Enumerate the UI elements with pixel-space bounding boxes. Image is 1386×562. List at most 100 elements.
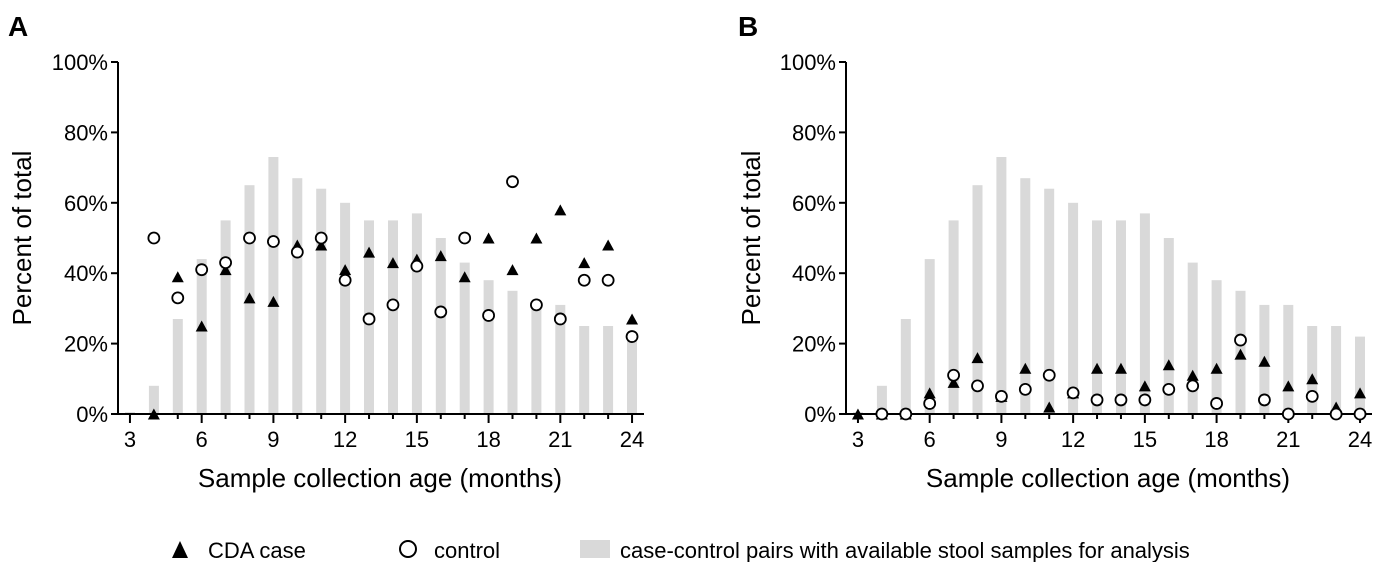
x-tick-label-a-18: 18 xyxy=(476,427,500,452)
case-marker-a-month-7 xyxy=(219,264,232,276)
control-marker-a-month-8 xyxy=(243,231,256,245)
case-marker-b-month-24 xyxy=(1354,387,1367,399)
panel-letter-a: A xyxy=(8,11,28,42)
control-marker-a-month-4 xyxy=(147,231,161,245)
x-tick-label-b-9: 9 xyxy=(995,427,1007,452)
marker-group-a xyxy=(147,175,639,420)
bar-a-month-22 xyxy=(579,326,590,414)
control-marker-a-month-5 xyxy=(171,291,185,305)
control-marker-a-month-10 xyxy=(290,245,304,259)
bar-b-month-14 xyxy=(1116,220,1126,414)
x-tick-label-b-18: 18 xyxy=(1204,427,1228,452)
panel-letter-b: B xyxy=(738,11,758,42)
control-marker-b-month-12 xyxy=(1066,386,1080,400)
y-tick-label-a-80: 80% xyxy=(64,120,108,145)
case-marker-b-month-6 xyxy=(923,387,936,399)
control-marker-a-month-24 xyxy=(625,330,639,343)
control-marker-a-month-9 xyxy=(267,235,280,248)
x-tick-label-b-24: 24 xyxy=(1348,427,1372,452)
y-tick-label-b-20: 20% xyxy=(792,332,836,357)
bar-a-month-12 xyxy=(340,202,351,414)
case-marker-b-month-14 xyxy=(1114,362,1127,374)
case-marker-b-month-8 xyxy=(971,352,984,364)
legend-triangle-icon xyxy=(172,541,188,558)
y-axis-label-b: Percent of total xyxy=(736,151,766,326)
bar-b-month-17 xyxy=(1187,262,1198,414)
x-tick-label-a-6: 6 xyxy=(196,427,208,452)
case-marker-a-month-12 xyxy=(339,264,352,276)
x-axis-label-b: Sample collection age (months) xyxy=(926,463,1290,493)
case-marker-b-month-11 xyxy=(1043,401,1056,413)
case-marker-a-month-9 xyxy=(267,295,280,307)
bar-a-month-19 xyxy=(507,290,518,414)
case-marker-b-month-21 xyxy=(1282,380,1295,392)
bar-b-month-8 xyxy=(972,185,983,414)
bar-a-month-21 xyxy=(555,304,566,414)
case-marker-a-month-21 xyxy=(554,204,567,216)
control-marker-b-month-19 xyxy=(1234,333,1247,347)
bar-a-month-16 xyxy=(435,238,446,414)
control-marker-a-month-12 xyxy=(338,273,352,287)
bar-a-month-17 xyxy=(459,262,470,414)
control-marker-a-month-16 xyxy=(434,305,448,319)
y-tick-label-a-100: 100% xyxy=(52,50,108,75)
case-marker-b-month-16 xyxy=(1162,359,1175,371)
x-tick-label-b-6: 6 xyxy=(924,427,936,452)
control-marker-b-month-7 xyxy=(947,368,960,382)
x-tick-label-a-21: 21 xyxy=(548,427,572,452)
control-marker-b-month-9 xyxy=(995,389,1008,403)
case-marker-a-month-11 xyxy=(315,239,328,251)
case-marker-a-month-16 xyxy=(434,250,447,262)
bar-b-month-6 xyxy=(924,259,935,414)
case-marker-a-month-24 xyxy=(626,313,639,325)
control-marker-b-month-6 xyxy=(923,397,937,410)
bar-b-month-13 xyxy=(1092,220,1102,414)
bar-a-month-24 xyxy=(627,336,637,414)
bar-b-month-22 xyxy=(1307,326,1318,414)
control-marker-a-month-23 xyxy=(601,273,615,287)
bar-b-month-24 xyxy=(1355,336,1365,414)
bar-b-month-12 xyxy=(1068,202,1079,414)
case-marker-a-month-13 xyxy=(363,246,376,258)
bar-a-month-15 xyxy=(411,213,422,414)
control-marker-b-month-14 xyxy=(1114,393,1128,407)
case-marker-a-month-6 xyxy=(195,320,208,332)
control-marker-b-month-21 xyxy=(1281,407,1295,421)
bar-group-b xyxy=(853,157,1365,414)
bar-b-month-5 xyxy=(900,319,911,414)
control-marker-a-month-6 xyxy=(195,263,209,277)
case-marker-a-month-19 xyxy=(506,264,519,276)
bar-a-month-4 xyxy=(148,385,159,414)
marker-group-b xyxy=(851,333,1367,421)
control-marker-a-month-20 xyxy=(530,298,543,312)
case-marker-b-month-17 xyxy=(1186,369,1199,381)
case-marker-b-month-7 xyxy=(947,376,960,388)
case-marker-b-month-10 xyxy=(1019,362,1032,374)
bar-b-month-11 xyxy=(1044,188,1055,414)
x-tick-label-a-15: 15 xyxy=(405,427,429,452)
panel-b: B 0% 20% 40% 60% 80% 100% 3 6 9 12 15 18 21 24 Sample… xyxy=(736,11,1372,493)
control-marker-b-month-10 xyxy=(1018,382,1032,396)
control-marker-a-month-7 xyxy=(219,256,232,270)
bar-b-month-10 xyxy=(1020,178,1031,414)
x-tick-label-b-3: 3 xyxy=(852,427,864,452)
case-marker-a-month-22 xyxy=(578,257,591,269)
y-tick-label-b-40: 40% xyxy=(792,261,836,286)
x-tick-label-a-12: 12 xyxy=(333,427,357,452)
bar-b-month-4 xyxy=(876,385,887,414)
x-tick-label-b-21: 21 xyxy=(1276,427,1300,452)
y-tick-label-a-0: 0% xyxy=(76,402,108,427)
bar-a-month-18 xyxy=(483,280,494,414)
case-marker-a-month-23 xyxy=(602,239,615,251)
bar-a-month-20 xyxy=(531,304,542,414)
control-marker-a-month-15 xyxy=(410,259,424,273)
control-marker-b-month-20 xyxy=(1258,393,1271,407)
panel-a: A 0% 20% 40% 60% 80% 100% 3 6 9 12 15 18 21 24 Sample… xyxy=(7,11,644,493)
legend-bar-label: case-control pairs with available stool … xyxy=(620,538,1190,562)
bar-a-month-6 xyxy=(196,259,207,414)
control-marker-a-month-19 xyxy=(506,175,519,189)
case-marker-a-month-5 xyxy=(171,271,184,283)
control-marker-a-month-22 xyxy=(577,273,591,287)
bar-b-month-15 xyxy=(1139,213,1150,414)
control-marker-b-month-18 xyxy=(1210,397,1223,410)
